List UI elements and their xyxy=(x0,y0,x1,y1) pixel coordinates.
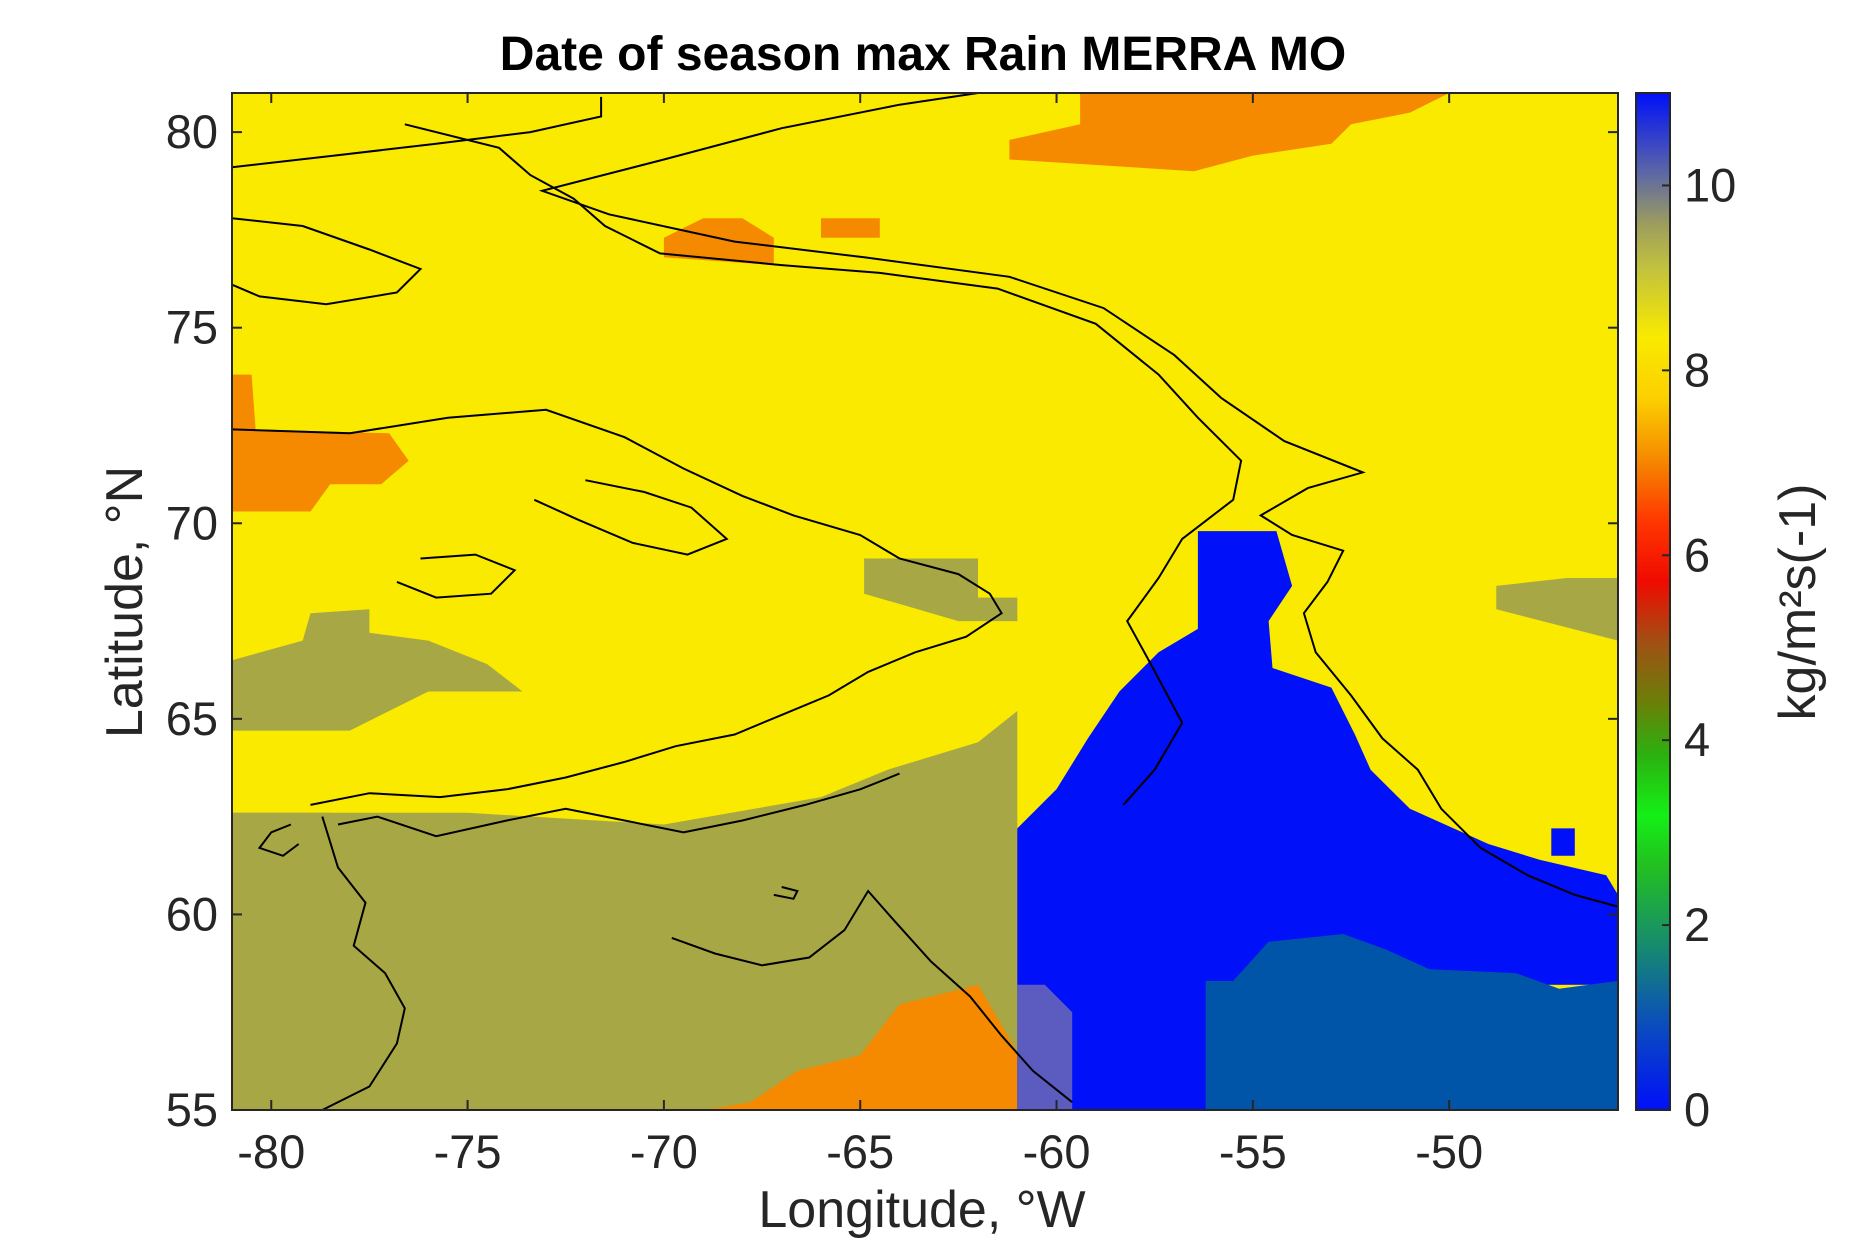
coastline-12 xyxy=(773,886,799,900)
plot-frame xyxy=(231,92,1619,1111)
colorbar-tick-label: 8 xyxy=(1684,343,1710,396)
region-blue-sea xyxy=(1017,531,1618,1110)
coastline-7 xyxy=(232,217,423,306)
regions-layer xyxy=(232,93,1618,1110)
colorbar-tick-label: 2 xyxy=(1684,898,1710,951)
colorbar-axis: 0 2 4 6 8 10 xyxy=(1662,158,1736,1136)
y-tick-label: 70 xyxy=(166,496,218,549)
x-axis-label: Longitude, °W xyxy=(758,1181,1085,1239)
y-tick-label: 55 xyxy=(166,1083,218,1136)
region-olive-south xyxy=(232,711,1618,1110)
colorbar xyxy=(1636,93,1670,1110)
x-tick-label: -60 xyxy=(1023,1125,1091,1178)
region-orange-small-2 xyxy=(821,218,880,238)
coastline-11 xyxy=(257,823,300,857)
y-tick-label: 60 xyxy=(166,887,218,940)
colorbar-tick-label: 0 xyxy=(1684,1083,1710,1136)
chart-title: Date of season max Rain MERRA MO xyxy=(500,28,1346,81)
region-olive-east xyxy=(1496,578,1618,641)
x-tick-label: -75 xyxy=(434,1125,502,1178)
region-orange-north xyxy=(1009,93,1450,172)
x-tick-label: -55 xyxy=(1219,1125,1287,1178)
y-tick-label: 75 xyxy=(166,301,218,354)
coastline-5 xyxy=(404,123,1243,806)
coastline-1 xyxy=(232,408,1003,806)
x-tick-label: -70 xyxy=(630,1125,698,1178)
coastline-layer xyxy=(232,93,1618,1110)
x-tick-label: -65 xyxy=(826,1125,894,1178)
coastline-9 xyxy=(533,479,729,556)
region-olive-west-2 xyxy=(232,812,370,864)
y-axis-label: Latitude, °N xyxy=(96,466,154,738)
colorbar-tick-label: 6 xyxy=(1684,528,1710,581)
colorbar-frame xyxy=(1635,92,1671,1111)
x-tick-label: -50 xyxy=(1415,1125,1483,1178)
region-orange-west xyxy=(232,374,409,512)
region-slate xyxy=(1017,984,1073,1110)
y-tick-label: 80 xyxy=(166,105,218,158)
region-blue-small xyxy=(1551,828,1575,856)
x-axis: -80 -75 -70 -65 -60 -55 -50 xyxy=(237,93,1483,1178)
coastline-8 xyxy=(232,96,603,169)
y-tick-label: 65 xyxy=(166,692,218,745)
coastline-6 xyxy=(538,93,1618,908)
coastline-4 xyxy=(671,889,1073,1103)
colorbar-label: kg/m²s(-1) xyxy=(1769,484,1827,721)
coastline-2 xyxy=(337,772,900,838)
x-tick-label: -80 xyxy=(237,1125,305,1178)
colorbar-tick-label: 4 xyxy=(1684,713,1710,766)
region-orange-south xyxy=(703,984,1077,1110)
colorbar-tick-label: 10 xyxy=(1684,158,1736,211)
region-olive-center xyxy=(864,558,1018,622)
plot-area xyxy=(232,93,1618,1110)
region-darkblue xyxy=(1205,934,1618,1110)
region-orange-small xyxy=(663,218,774,266)
coastline-10 xyxy=(396,553,517,599)
region-olive-west xyxy=(232,609,523,731)
coastline-3 xyxy=(321,816,406,1110)
y-axis: 55 60 65 70 75 80 xyxy=(166,105,1618,1136)
